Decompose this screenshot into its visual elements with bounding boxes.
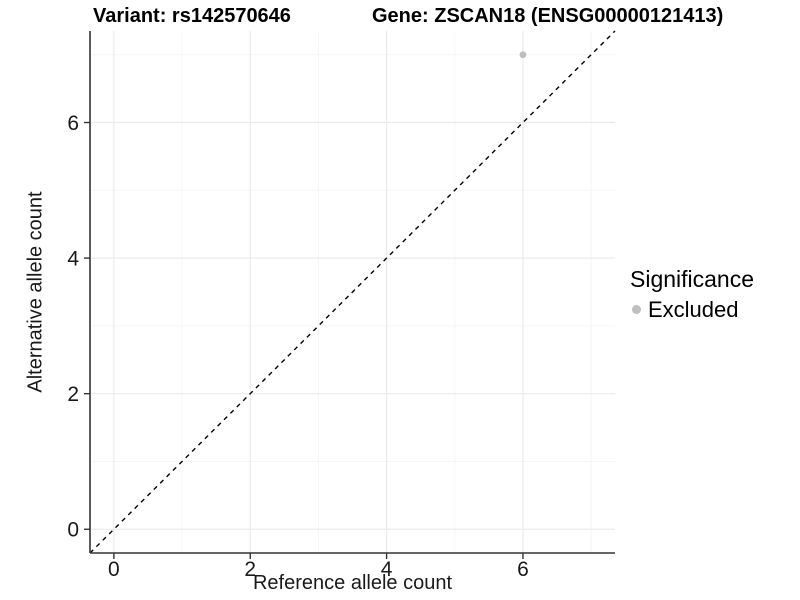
legend-item-excluded: Excluded bbox=[630, 297, 754, 323]
legend-title: Significance bbox=[630, 266, 755, 292]
y-tick-label: 2 bbox=[67, 383, 79, 406]
y-tick-label: 4 bbox=[67, 247, 79, 270]
plot-title-gene: Gene: ZSCAN18 (ENSG00000121413) bbox=[372, 5, 724, 27]
y-tick-label: 6 bbox=[67, 112, 79, 135]
x-axis-title: Reference allele count bbox=[252, 572, 452, 594]
x-tick-label: 2 bbox=[244, 558, 256, 581]
identity-dashed-line bbox=[89, 30, 616, 554]
y-axis-title: Alternative allele count bbox=[24, 191, 47, 393]
legend-point-icon bbox=[632, 305, 641, 315]
plot-title-variant: Variant: rs142570646 bbox=[93, 5, 291, 27]
data-point bbox=[519, 51, 527, 59]
legend: Significance Excluded bbox=[630, 266, 754, 323]
x-tick-label: 0 bbox=[108, 558, 120, 581]
x-tick-label: 6 bbox=[517, 558, 529, 581]
x-tick-label: 4 bbox=[381, 558, 393, 581]
legend-item-label: Excluded bbox=[648, 296, 739, 322]
y-tick-label: 0 bbox=[67, 519, 79, 542]
